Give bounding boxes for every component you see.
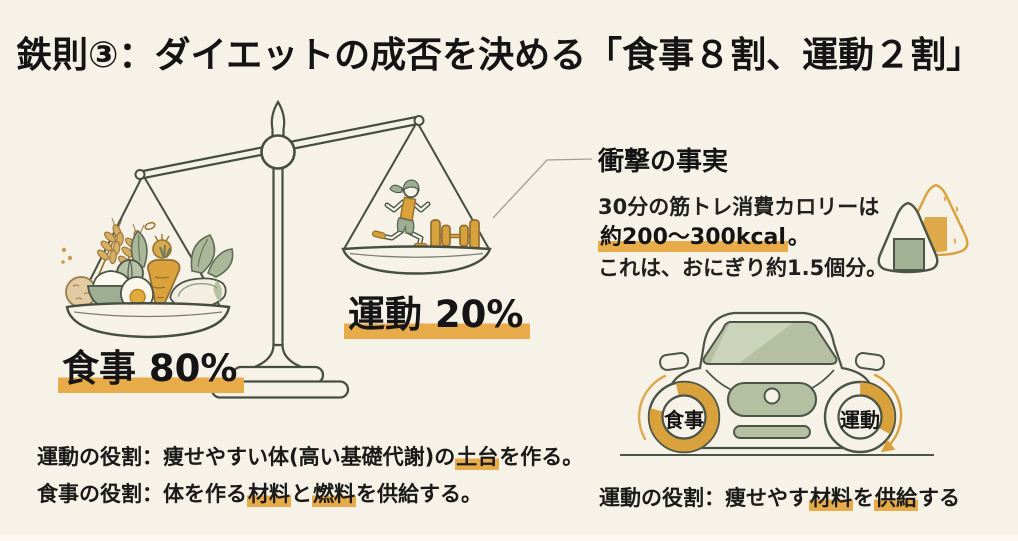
diet-80-label: 食事 80% [58, 338, 245, 393]
role-diet-line: 食事の役割：体を作る材料と燃料を供給する。 [37, 478, 482, 508]
highlight-materials: 材料 [247, 482, 291, 507]
exercise-20-label: 運動 20% [344, 284, 531, 339]
food-plate-icon [61, 217, 234, 312]
highlight-supply: 供給 [874, 486, 918, 511]
car-wheel-right [823, 373, 903, 454]
wheel-label-exercise: 運動 [840, 408, 880, 432]
onigiri-front [877, 201, 939, 274]
role-exercise-line: 運動の役割：痩せやすい体(高い基礎代謝)の土台を作る。 [37, 441, 583, 471]
wheel-label-diet: 食事 [664, 408, 704, 432]
car-icon [620, 311, 934, 456]
role-right-pre: 運動の役割：痩せやす [599, 486, 809, 510]
role-right-mid: を [853, 486, 874, 510]
role-diet-mid: と [291, 482, 312, 506]
role-right-post: する [918, 486, 960, 510]
role-diet-post: を供給する。 [356, 482, 482, 506]
scale-left-pan [65, 302, 231, 339]
scale-right-pan [341, 245, 492, 275]
kcal-highlight: 約200〜300kcal [598, 225, 788, 252]
role-exercise-pre: 運動の役割：痩せやすい体(高い基礎代謝)の [37, 445, 456, 469]
role-exercise-post: を作る。 [499, 445, 584, 469]
exercise-20-text: 運動 20% [344, 293, 531, 339]
role-diet-pre: 食事の役割：体を作る [37, 482, 247, 506]
highlight-foundation: 土台 [455, 445, 500, 470]
onion-icon [152, 234, 172, 259]
car-emblem [763, 387, 781, 405]
balance-scale-icon [61, 99, 492, 399]
kcal-tail: 。 [787, 225, 810, 250]
diet-80-text: 食事 80% [58, 347, 245, 393]
car-mirror-left [659, 352, 690, 371]
highlight-materials-right: 材料 [809, 486, 853, 511]
callout-line [492, 158, 593, 219]
page-title: 鉄則③：ダイエットの成否を決める「食事８割、運動２割」 [16, 35, 983, 76]
fact-line-2: 約200〜300kcal。 [598, 219, 810, 252]
fact-line-3: これは、おにぎり約1.5個分。 [598, 256, 888, 280]
highlight-fuel: 燃料 [312, 482, 356, 507]
leafy-greens-icon [130, 229, 234, 278]
car-wheel-left [637, 374, 721, 454]
onigiri-icon [877, 183, 969, 274]
fish-icon [169, 277, 227, 310]
bottom-strip [0, 534, 1018, 541]
role-exercise-right-line: 運動の役割：痩せやす材料を供給する [599, 482, 960, 512]
fact-heading: 衝撃の事実 [598, 147, 729, 177]
grain-icon [144, 221, 156, 231]
runner-icon [372, 179, 431, 250]
car-vent [733, 425, 811, 439]
scale-post [210, 99, 350, 399]
car-mirror-right [854, 352, 885, 371]
fact-line-1: 30分の筋トレ消費カロリーは [598, 195, 880, 219]
